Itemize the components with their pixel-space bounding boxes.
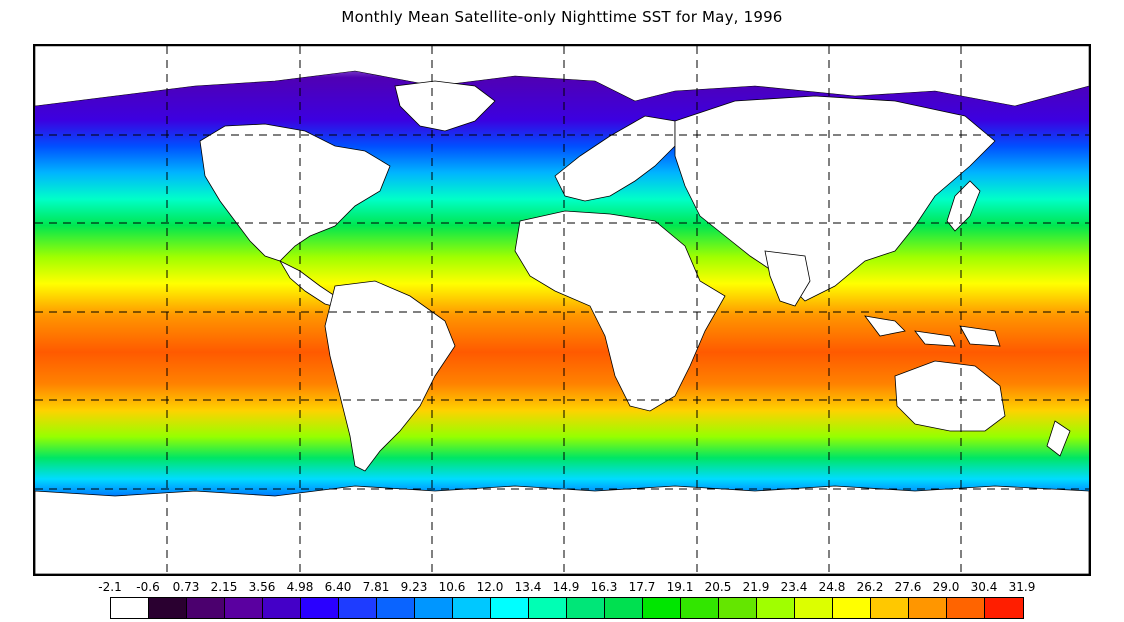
japan-landmass [946, 180, 981, 232]
colorbar-swatch [643, 598, 681, 618]
africa-landmass [514, 210, 726, 412]
colorbar-tick-label: 24.8 [818, 580, 846, 594]
colorbar-swatch [263, 598, 301, 618]
colorbar-tick-label: -2.1 [98, 580, 122, 594]
colorbar-tick-label: 4.98 [286, 580, 314, 594]
colorbar-swatch [111, 598, 149, 618]
colorbar-tick-label: 16.3 [590, 580, 618, 594]
colorbar-swatch [301, 598, 339, 618]
colorbar [110, 597, 1024, 619]
colorbar-swatch [149, 598, 187, 618]
indonesia-islands [864, 315, 1001, 347]
colorbar-tick-label: 7.81 [362, 580, 390, 594]
colorbar-swatch [985, 598, 1023, 618]
north-america-landmass [199, 123, 391, 262]
colorbar-swatch [833, 598, 871, 618]
colorbar-swatch [377, 598, 415, 618]
graticule [35, 46, 1089, 574]
colorbar-tick-label: 21.9 [742, 580, 770, 594]
colorbar-swatch [415, 598, 453, 618]
colorbar-swatch [681, 598, 719, 618]
colorbar-tick-label: 27.6 [894, 580, 922, 594]
colorbar-swatch [757, 598, 795, 618]
colorbar-swatch [453, 598, 491, 618]
colorbar-swatch [187, 598, 225, 618]
colorbar-tick-label: 0.73 [172, 580, 200, 594]
asia-landmass [674, 95, 996, 302]
colorbar-tick-label: 9.23 [400, 580, 428, 594]
colorbar-tick-label: 17.7 [628, 580, 656, 594]
colorbar-tick-label: 31.9 [1008, 580, 1036, 594]
india-landmass [764, 250, 811, 307]
colorbar-tick-label: 2.15 [210, 580, 238, 594]
colorbar-tick-label: 20.5 [704, 580, 732, 594]
colorbar-tick-label: 23.4 [780, 580, 808, 594]
map-title: Monthly Mean Satellite-only Nighttime SS… [341, 8, 783, 26]
colorbar-tick-label: 29.0 [932, 580, 960, 594]
colorbar-swatch [491, 598, 529, 618]
colorbar-swatch [719, 598, 757, 618]
colorbar-tick-label: 19.1 [666, 580, 694, 594]
colorbar-swatch [567, 598, 605, 618]
south-america-landmass [324, 280, 456, 472]
colorbar-tick-label: 12.0 [476, 580, 504, 594]
colorbar-tick-label: 26.2 [856, 580, 884, 594]
colorbar-swatch [225, 598, 263, 618]
colorbar-swatch [339, 598, 377, 618]
colorbar-tick-label: 14.9 [552, 580, 580, 594]
greenland-landmass [394, 80, 496, 132]
europe-landmass [554, 115, 676, 202]
australia-landmass [894, 360, 1006, 432]
sst-map-canvas [35, 46, 1089, 574]
colorbar-tick-label: 3.56 [248, 580, 276, 594]
colorbar-tick-label: 30.4 [970, 580, 998, 594]
colorbar-swatch [909, 598, 947, 618]
antarctica-landmass [35, 485, 1089, 574]
colorbar-tick-label: -0.6 [136, 580, 160, 594]
colorbar-swatch [947, 598, 985, 618]
sst-map [33, 44, 1091, 576]
arctic-region [35, 46, 1089, 107]
colorbar-tick-label: 13.4 [514, 580, 542, 594]
colorbar-swatch [529, 598, 567, 618]
new-zealand-landmass [1046, 420, 1071, 457]
colorbar-swatch [871, 598, 909, 618]
colorbar-labels: -2.1 -0.6 0.73 2.15 3.56 4.98 6.40 7.81 9.23 10.6… [0, 580, 1124, 596]
colorbar-swatch [795, 598, 833, 618]
colorbar-tick-label: 6.40 [324, 580, 352, 594]
colorbar-swatch [605, 598, 643, 618]
colorbar-tick-label: 10.6 [438, 580, 466, 594]
